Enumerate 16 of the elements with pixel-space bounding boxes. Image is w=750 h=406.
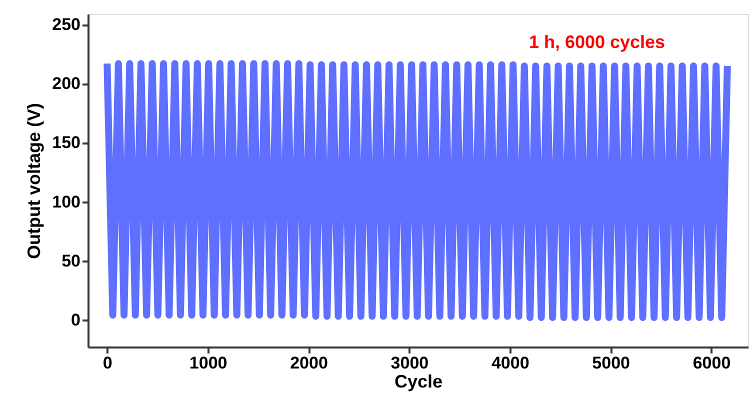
x-tick-label: 2000 xyxy=(290,354,328,372)
y-axis-title: Output voltage (V) xyxy=(24,103,44,259)
x-axis-title: Cycle xyxy=(394,372,443,392)
y-tick-label: 100 xyxy=(52,192,80,212)
y-tick-label: 200 xyxy=(52,74,80,94)
y-tick-label: 0 xyxy=(71,310,80,330)
x-tick-label: 0 xyxy=(102,354,112,372)
x-tick-label: 5000 xyxy=(592,354,630,372)
x-tick-label: 3000 xyxy=(390,354,429,372)
x-tick-label: 1000 xyxy=(189,354,228,372)
y-tick-label: 50 xyxy=(62,251,80,270)
y-tick-label: 150 xyxy=(52,133,80,152)
x-tick-label: 4000 xyxy=(491,354,530,372)
x-tick-label: 6000 xyxy=(692,354,731,372)
y-tick-label: 250 xyxy=(52,15,80,34)
annotation: 1 h, 6000 cycles xyxy=(528,32,666,52)
